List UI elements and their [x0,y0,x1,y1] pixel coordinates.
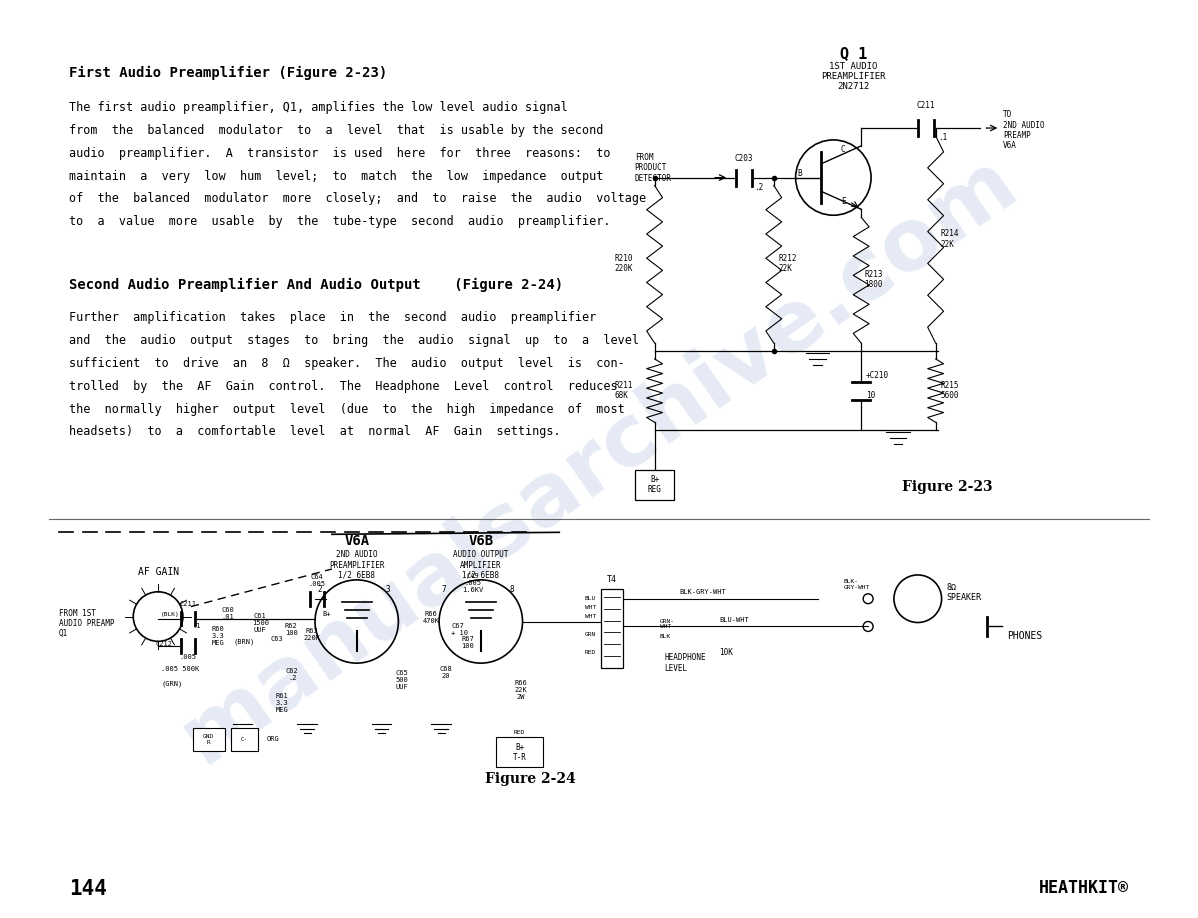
Bar [496,737,544,767]
Text: C: C [841,145,846,154]
Text: R215
5600: R215 5600 [940,381,960,400]
Text: First Audio Preamplifier (Figure 2-23): First Audio Preamplifier (Figure 2-23) [68,65,387,80]
Text: of  the  balanced  modulator  more  closely;  and  to  raise  the  audio  voltag: of the balanced modulator more closely; … [68,193,646,206]
Text: T4: T4 [607,575,617,584]
Text: BLK-GRY-WHT: BLK-GRY-WHT [679,588,726,595]
Bar [635,470,674,499]
Text: 3: 3 [386,585,391,594]
Text: C67
+ 10: C67 + 10 [450,623,468,636]
Text: C65
500
UUF: C65 500 UUF [395,670,407,690]
Text: TO
2ND AUDIO
PREAMP
V6A: TO 2ND AUDIO PREAMP V6A [1003,110,1045,151]
Text: maintain  a  very  low  hum  level;  to  match  the  low  impedance  output: maintain a very low hum level; to match … [68,170,603,183]
Text: R212
22K: R212 22K [779,254,797,274]
Text: 2ND AUDIO
PREAMPLIFIER
1/2 6EB8: 2ND AUDIO PREAMPLIFIER 1/2 6EB8 [329,550,385,580]
Text: 8Ω
SPEAKER: 8Ω SPEAKER [946,583,981,602]
Text: .005: .005 [180,655,196,660]
Text: C-: C- [241,737,248,742]
Text: PHONES: PHONES [1008,632,1042,642]
Text: C212: C212 [156,642,173,647]
Text: and  the  audio  output  stages  to  bring  the  audio  signal  up  to  a  level: and the audio output stages to bring the… [68,334,639,347]
Text: V6A: V6A [344,534,369,548]
Text: B+: B+ [322,610,331,617]
Text: R60
3.3
MEG: R60 3.3 MEG [211,626,224,646]
Text: GRN-
WHT: GRN- WHT [660,619,674,630]
Text: C64
.005: C64 .005 [308,574,326,587]
Text: RED: RED [585,650,597,655]
Text: .005 500K: .005 500K [161,666,199,672]
Text: Further  amplification  takes  place  in  the  second  audio  preamplifier: Further amplification takes place in the… [68,311,595,324]
Bar [193,728,224,751]
Text: FROM
PRODUCT
DETECTOR: FROM PRODUCT DETECTOR [635,152,672,183]
Text: C60
.01: C60 .01 [222,607,234,620]
Text: 8: 8 [510,585,515,594]
Text: AF GAIN: AF GAIN [138,567,179,577]
Text: WHT: WHT [585,614,597,619]
Text: the  normally  higher  output  level  (due  to  the  high  impedance  of  most: the normally higher output level (due to… [68,402,624,416]
Text: R211
68K: R211 68K [615,381,634,400]
Text: The first audio preamplifier, Q1, amplifies the low level audio signal: The first audio preamplifier, Q1, amplif… [68,101,568,114]
Text: ORG: ORG [266,736,279,743]
Text: BLU: BLU [585,596,597,601]
Text: C203: C203 [734,153,754,162]
Text: +C210: +C210 [866,371,889,380]
Text: E: E [841,196,846,206]
Text: R63
220K: R63 220K [303,629,321,642]
Text: (BLK): (BLK) [161,611,180,617]
Text: BLK: BLK [660,634,671,640]
Text: 144: 144 [68,879,107,899]
Text: B+
REG: B+ REG [648,475,661,495]
Text: .1: .1 [938,133,946,142]
Text: Figure 2-23: Figure 2-23 [902,480,993,494]
Text: B: B [798,169,803,178]
Bar [601,588,623,668]
Text: C68
20: C68 20 [440,666,453,679]
Text: GRN: GRN [585,632,597,637]
Text: R61
3.3
MEG: R61 3.3 MEG [276,693,289,713]
Text: 10K: 10K [719,648,733,657]
Text: audio  preamplifier.  A  transistor  is used  here  for  three  reasons:  to: audio preamplifier. A transistor is used… [68,147,610,160]
Text: manualsarchive.com: manualsarchive.com [165,139,1033,779]
Text: GND
R: GND R [204,734,214,744]
Text: WHT: WHT [585,605,597,610]
Text: C63: C63 [271,636,284,643]
Text: B+
T-R: B+ T-R [513,743,526,762]
Text: HEATHKIT®: HEATHKIT® [1040,879,1130,897]
Text: R210
220K: R210 220K [615,254,634,274]
Text: from  the  balanced  modulator  to  a  level  that  is usable by the second: from the balanced modulator to a level t… [68,124,603,137]
Text: trolled  by  the  AF  Gain  control.  The  Headphone  Level  control  reduces: trolled by the AF Gain control. The Head… [68,380,617,393]
Text: R66
470K: R66 470K [423,610,440,623]
Text: BLK-
GRY-WHT: BLK- GRY-WHT [843,579,870,589]
Text: sufficient  to  drive  an  8  Ω  speaker.  The  audio  output  level  is  con-: sufficient to drive an 8 Ω speaker. The … [68,357,624,370]
Text: headsets)  to  a  comfortable  level  at  normal  AF  Gain  settings.: headsets) to a comfortable level at norm… [68,425,561,438]
Text: (BRN): (BRN) [234,638,255,644]
Text: 2: 2 [317,585,321,594]
Text: .1: .1 [193,623,201,630]
Text: V6B: V6B [468,534,494,548]
Text: C61
1500
UUF: C61 1500 UUF [252,612,268,633]
Text: C211: C211 [180,600,196,607]
Text: BLU-WHT: BLU-WHT [719,617,749,622]
Bar [230,728,259,751]
Text: HEADPHONE
LEVEL: HEADPHONE LEVEL [665,654,706,673]
Text: R62
100: R62 100 [285,622,297,635]
Text: AUDIO OUTPUT
AMPLIFIER
1/2 6EB8: AUDIO OUTPUT AMPLIFIER 1/2 6EB8 [453,550,509,580]
Text: R213
1800: R213 1800 [864,270,883,289]
Text: (GRN): (GRN) [161,681,182,688]
Text: 7: 7 [441,585,446,594]
Text: R66
22K
2W: R66 22K 2W [514,680,527,700]
Text: FROM 1ST
AUDIO PREAMP
Q1: FROM 1ST AUDIO PREAMP Q1 [59,609,114,638]
Text: Q 1: Q 1 [840,46,867,61]
Text: 1ST AUDIO
PREAMPLIFIER
2N2712: 1ST AUDIO PREAMPLIFIER 2N2712 [821,62,885,92]
Text: RED: RED [514,731,525,735]
Text: .2: .2 [754,183,763,192]
Text: C211: C211 [916,101,934,110]
Text: C62
.2: C62 .2 [286,668,298,681]
Text: C49
.005
1.6KV: C49 .005 1.6KV [462,573,484,593]
Text: Figure 2-24: Figure 2-24 [485,772,576,786]
Text: R214
22K: R214 22K [940,230,960,249]
Text: R67
100: R67 100 [461,636,474,649]
Text: to  a  value  more  usable  by  the  tube-type  second  audio  preamplifier.: to a value more usable by the tube-type … [68,215,610,229]
Text: Second Audio Preamplifier And Audio Output    (Figure 2-24): Second Audio Preamplifier And Audio Outp… [68,277,563,292]
Text: 10: 10 [866,391,876,400]
